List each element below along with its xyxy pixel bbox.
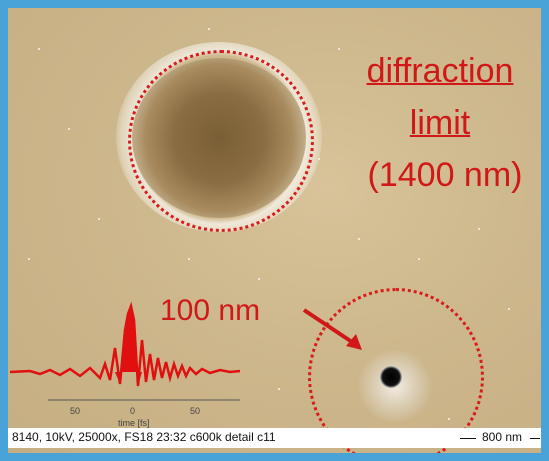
surface-speck [478,228,480,230]
small-spot-circle [308,288,484,453]
scale-bar-label: 800 nm [482,430,523,444]
pulse-peak-fill [115,306,142,386]
diffraction-label-line3: (1400 nm) [367,156,523,194]
scale-bar-end [530,438,540,439]
surface-speck [418,258,420,260]
surface-speck [98,218,100,220]
sem-info-bar: 8140, 10kV, 25000x, FS18 23:32 c600k det… [8,428,541,448]
inset-tick-label: 50 [70,406,80,416]
inset-tick-label: 0 [130,406,135,416]
surface-speck [188,258,190,260]
arrow-icon [302,308,362,350]
surface-speck [358,238,360,240]
surface-speck [38,48,40,50]
surface-speck [508,308,510,310]
inset-xlabel: time [fs] [118,418,150,428]
surface-speck [68,128,70,130]
sem-caption: 8140, 10kV, 25000x, FS18 23:32 c600k det… [12,430,276,444]
sem-micrograph: diffraction limit (1400 nm) 100 nm 50 0 … [8,8,541,453]
surface-speck [28,258,30,260]
scale-bar [460,438,476,439]
spot-size-label: 100 nm [160,294,261,327]
pulse-trace [10,301,241,387]
diffraction-limit-circle [128,50,314,232]
surface-speck [208,28,210,30]
surface-speck [258,278,260,280]
diffraction-label-line2: limit [409,104,471,142]
surface-speck [278,388,280,390]
pulse-inset-plot: 50 0 50 time [fs] [10,301,241,428]
inset-tick-label: 50 [190,406,200,416]
diffraction-label-line1: diffraction [366,52,514,90]
surface-speck [338,48,340,50]
